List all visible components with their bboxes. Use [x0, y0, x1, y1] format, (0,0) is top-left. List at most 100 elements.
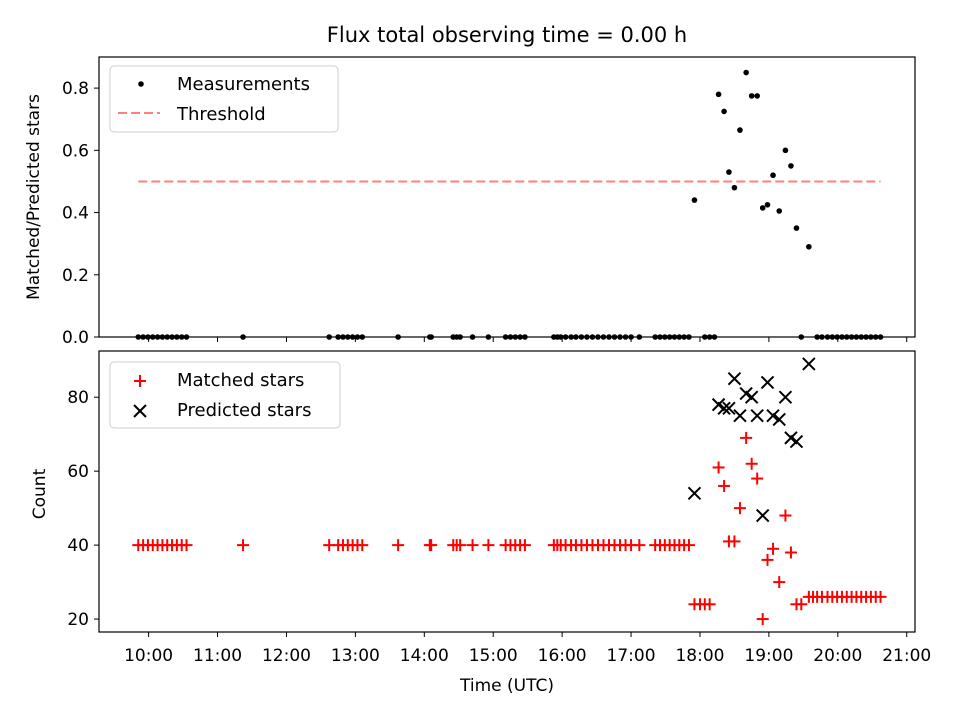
x-tick-label: 12:00 — [262, 646, 311, 666]
bottom-y-axis-label: Count — [30, 468, 50, 519]
measurement-point — [788, 163, 794, 169]
top-plot-panel: 0.00.20.40.60.8 Matched/Predicted stars … — [24, 56, 916, 348]
bottom-axis-ticks: 20 40 60 80 10:00 11:00 12:00 13:00 14:00 15:00 16… — [67, 388, 931, 666]
bottom-plot-frame — [98, 350, 916, 633]
top-legend: Measurements Threshold — [109, 65, 339, 133]
matched-star-point — [795, 598, 808, 611]
predicted-star-point — [717, 401, 731, 416]
x-tick-label: 10:00 — [124, 646, 173, 666]
predicted-star-point — [733, 408, 747, 423]
measurement-point — [748, 93, 755, 99]
matched-star-point — [425, 539, 438, 552]
matched-star-point — [784, 546, 797, 559]
predicted-star-point — [778, 390, 793, 404]
matched-star-point — [712, 461, 725, 474]
matched-star-point — [740, 431, 753, 444]
matched-star-point — [633, 539, 646, 552]
measurement-point — [770, 172, 776, 179]
matched-star-point — [703, 598, 716, 611]
predicted-star-point — [750, 408, 764, 423]
top-y-tick-label: 0.4 — [62, 204, 89, 224]
measurement-point — [764, 201, 771, 208]
bottom-y-tick-label: 20 — [67, 610, 89, 630]
matched-star-point — [761, 553, 774, 566]
predicted-star-point — [722, 401, 736, 416]
measurement-point — [782, 147, 789, 154]
measurement-point — [776, 208, 783, 214]
matched-star-point — [779, 509, 792, 522]
x-tick-label: 11:00 — [193, 646, 242, 666]
predicted-stars-points — [687, 357, 816, 523]
predicted-star-point — [772, 412, 786, 427]
top-y-tick-label: 0.2 — [62, 266, 89, 286]
matched-star-point — [237, 539, 250, 552]
matched-star-point — [773, 576, 786, 589]
bottom-plot-panel: 20 40 60 80 10:00 11:00 12:00 13:00 14:00 15:00 16… — [30, 350, 931, 696]
top-y-tick-label: 0.8 — [62, 79, 89, 99]
predicted-star-point — [687, 486, 702, 501]
predicted-star-point — [802, 357, 816, 371]
x-tick-label: 15:00 — [469, 646, 518, 666]
bottom-y-tick-label: 60 — [67, 462, 89, 482]
matched-star-point — [356, 539, 369, 552]
x-axis-label: Time (UTC) — [459, 676, 554, 696]
matched-star-point — [518, 539, 531, 552]
legend-predicted-label: Predicted stars — [177, 400, 311, 421]
matched-star-point — [454, 539, 467, 552]
bottom-legend-box — [109, 361, 341, 429]
matched-star-point — [745, 457, 758, 470]
bottom-y-tick-label: 80 — [67, 388, 89, 408]
matched-star-point — [180, 539, 193, 552]
x-tick-label: 17:00 — [607, 646, 656, 666]
x-tick-label: 14:00 — [400, 646, 449, 666]
measurement-point — [743, 69, 749, 76]
x-tick-label: 13:00 — [331, 646, 380, 666]
matched-star-point — [874, 590, 887, 603]
predicted-star-point — [766, 408, 780, 423]
measurement-point — [754, 93, 760, 99]
matched-star-point — [767, 542, 780, 555]
matched-star-point — [718, 479, 731, 492]
legend-measurements-marker — [138, 81, 144, 87]
measurement-point — [793, 225, 800, 231]
legend-predicted-marker — [133, 404, 147, 418]
x-tick-label: 16:00 — [538, 646, 587, 666]
matched-star-point — [756, 613, 769, 626]
legend-threshold-label: Threshold — [176, 104, 266, 125]
matched-star-point — [733, 502, 746, 515]
measurement-point — [726, 169, 732, 175]
legend-matched-label: Matched stars — [177, 370, 304, 391]
matched-stars-points — [132, 431, 887, 626]
predicted-star-point — [755, 508, 770, 523]
matched-star-point — [482, 539, 495, 552]
x-tick-label: 21:00 — [882, 646, 931, 666]
x-tick-label: 18:00 — [675, 646, 724, 666]
x-tick-label: 19:00 — [744, 646, 793, 666]
measurement-point — [759, 205, 766, 211]
bottom-legend: Matched stars Predicted stars — [109, 361, 341, 429]
predicted-star-point — [760, 375, 775, 390]
predicted-star-point — [727, 372, 742, 386]
matched-star-point — [392, 539, 405, 552]
measurement-point — [721, 108, 727, 115]
matched-star-point — [751, 472, 764, 485]
legend-measurements-label: Measurements — [177, 74, 310, 95]
predicted-star-point — [744, 390, 759, 404]
x-tick-label: 20:00 — [813, 646, 862, 666]
bottom-y-tick-label: 40 — [67, 536, 89, 556]
measurement-point — [806, 243, 812, 250]
matched-star-point — [466, 539, 479, 552]
measurement-point — [691, 197, 698, 203]
top-plot-frame — [98, 56, 916, 338]
top-y-tick-label: 0.6 — [62, 141, 89, 161]
measurement-point — [715, 91, 722, 98]
measurement-point — [737, 127, 743, 133]
measurement-point — [731, 184, 738, 191]
top-y-tick-label: 0.0 — [62, 328, 89, 348]
predicted-star-point — [789, 434, 804, 449]
top-axis-ticks: 0.0 0.2 0.4 0.6 0.8 — [62, 79, 908, 348]
top-legend-box — [109, 65, 339, 133]
legend-matched-marker — [134, 375, 146, 387]
